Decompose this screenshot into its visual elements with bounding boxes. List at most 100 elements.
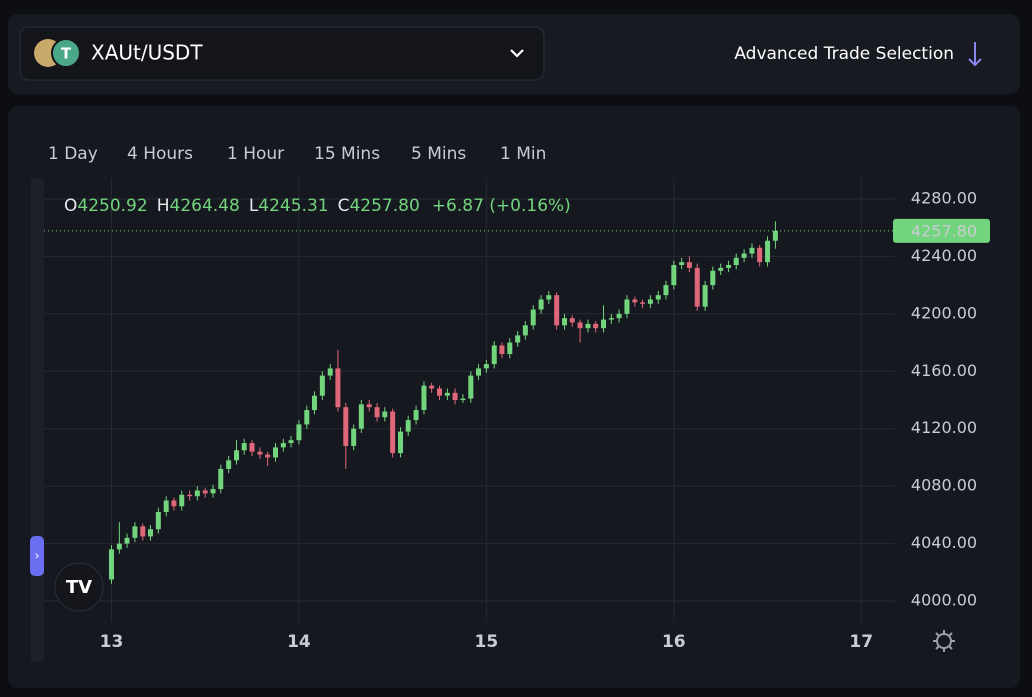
candle-body (413, 410, 419, 421)
y-tick-label: 4240.00 (911, 246, 977, 265)
candle-body (444, 392, 450, 396)
y-tick-label: 4200.00 (911, 303, 977, 322)
coin-glyph: T (61, 45, 72, 63)
candle-body (679, 262, 685, 266)
candle-body (405, 420, 411, 432)
candle-body (179, 494, 185, 507)
candle-body (132, 526, 138, 538)
candle-body (522, 325, 528, 336)
candle-body (601, 319, 607, 329)
y-tick-label: 4160.00 (911, 361, 977, 380)
candle-body (124, 537, 130, 544)
last-price-label: 4257.80 (911, 221, 977, 240)
candle-body (210, 489, 216, 494)
timeframe-tab[interactable]: 1 Hour (227, 144, 284, 164)
coin-icon (51, 38, 81, 68)
x-tick-label: 17 (849, 632, 873, 652)
candle-body (390, 411, 396, 454)
last-price-tag (893, 218, 990, 243)
candle-body (718, 267, 724, 271)
candle-body (421, 385, 427, 411)
pair-name: XAUt/USDT (91, 41, 203, 65)
candle-body (335, 368, 341, 408)
candle-body (530, 309, 536, 326)
candle-body (546, 295, 552, 300)
ohlc-legend: O4250.92 H4264.48 L4245.31 C4257.80 +6.87 (+… (64, 196, 571, 216)
candle-body (507, 342, 513, 355)
ohlc-o: 4250.92 (77, 196, 147, 216)
candle-body (366, 404, 372, 408)
candle-body (280, 443, 286, 448)
candle-body (554, 295, 560, 326)
x-tick-label: 13 (100, 632, 124, 652)
candle-body (288, 440, 294, 444)
candle-body (234, 450, 240, 461)
candle-body (499, 345, 505, 355)
side-handle[interactable] (30, 536, 44, 576)
candle-body (304, 410, 310, 425)
y-tick-label: 4000.00 (911, 591, 977, 610)
candle-body (475, 368, 481, 376)
down-arrow[interactable] (968, 42, 982, 67)
chevron[interactable] (510, 49, 524, 58)
candle-body (296, 424, 302, 441)
candle-body (647, 299, 653, 304)
candle-body (632, 299, 638, 303)
timeframe-tab[interactable]: 1 Day (48, 144, 98, 164)
candle-body (218, 468, 224, 490)
candle-body (483, 364, 489, 369)
candle-body (624, 299, 630, 314)
candle-body (515, 335, 521, 343)
candle-body (452, 392, 458, 400)
x-tick-label: 14 (287, 632, 311, 652)
candle-body (358, 404, 364, 429)
candle-body (257, 451, 263, 455)
candle-body (757, 247, 763, 263)
candle-body (655, 295, 661, 300)
handle-glyph: › (35, 549, 40, 563)
candle-body (429, 385, 435, 389)
candle-body (374, 407, 380, 418)
candle-body (765, 240, 771, 263)
candle-body (608, 318, 614, 320)
left-rail (31, 178, 44, 662)
x-tick-label: 16 (662, 632, 686, 652)
candle-body (749, 247, 755, 254)
candle-body (319, 375, 325, 396)
candle-body (249, 443, 255, 452)
candle-body (108, 549, 114, 580)
candle-body (437, 388, 443, 396)
ohlc-c-label: C (338, 196, 350, 216)
candle-body (741, 253, 747, 258)
candle-body (577, 322, 583, 329)
timeframe-tab[interactable]: 4 Hours (127, 144, 193, 164)
candle-body (460, 398, 466, 400)
candle-body (382, 411, 388, 418)
pair-selector[interactable] (19, 26, 545, 81)
candle-body (171, 500, 177, 507)
y-tick-label: 4120.00 (911, 418, 977, 437)
candle-body (772, 230, 778, 241)
timeframe-tab[interactable]: 5 Mins (411, 144, 466, 164)
y-tick-label: 4040.00 (911, 533, 977, 552)
candle-body (194, 490, 200, 497)
candle-body (702, 285, 708, 307)
candle-body (265, 454, 271, 458)
advanced-link[interactable]: Advanced Trade Selection (734, 44, 954, 64)
ohlc-l: 4245.31 (258, 196, 328, 216)
candle-body (398, 431, 404, 454)
candle-body (202, 490, 208, 494)
candle-body (226, 460, 232, 469)
candle-body (241, 443, 247, 451)
timeframe-tab[interactable]: 1 Min (500, 144, 546, 164)
candle-body (327, 368, 333, 376)
candle-body (468, 375, 474, 399)
tv-logo[interactable] (54, 562, 104, 612)
ohlc-h: 4264.48 (170, 196, 240, 216)
candle-body (163, 500, 169, 513)
candle-body (140, 526, 146, 537)
timeframe-tab[interactable]: 15 Mins (314, 144, 380, 164)
y-tick-label: 4080.00 (911, 476, 977, 495)
candle-body (640, 302, 646, 304)
